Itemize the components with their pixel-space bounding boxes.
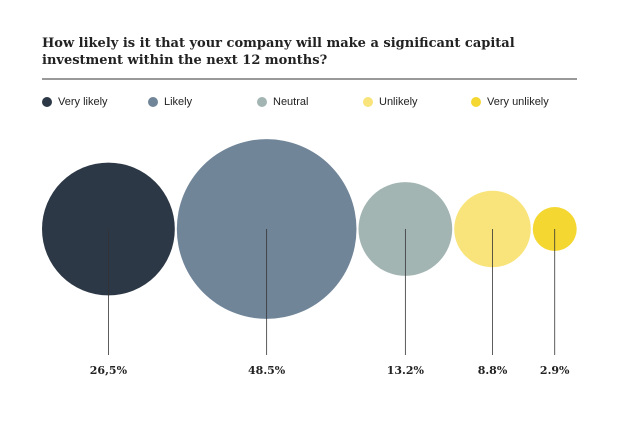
legend-label: Very likely <box>58 96 108 108</box>
value-label: 26,5% <box>90 364 128 377</box>
legend-marker <box>471 97 481 107</box>
legend-label: Neutral <box>273 96 308 108</box>
value-label: 13.2% <box>387 364 425 377</box>
value-label: 48.5% <box>248 364 286 377</box>
legend-label: Very unlikely <box>487 96 549 108</box>
value-label: 8.8% <box>478 364 508 377</box>
legend-label: Likely <box>164 96 193 108</box>
legend-marker <box>42 97 52 107</box>
chart-title: How likely is it that your company will … <box>42 36 515 68</box>
legend-marker <box>257 97 267 107</box>
legend-label: Unlikely <box>379 96 418 108</box>
legend-marker <box>363 97 373 107</box>
value-label: 2.9% <box>540 364 570 377</box>
legend-marker <box>148 97 158 107</box>
